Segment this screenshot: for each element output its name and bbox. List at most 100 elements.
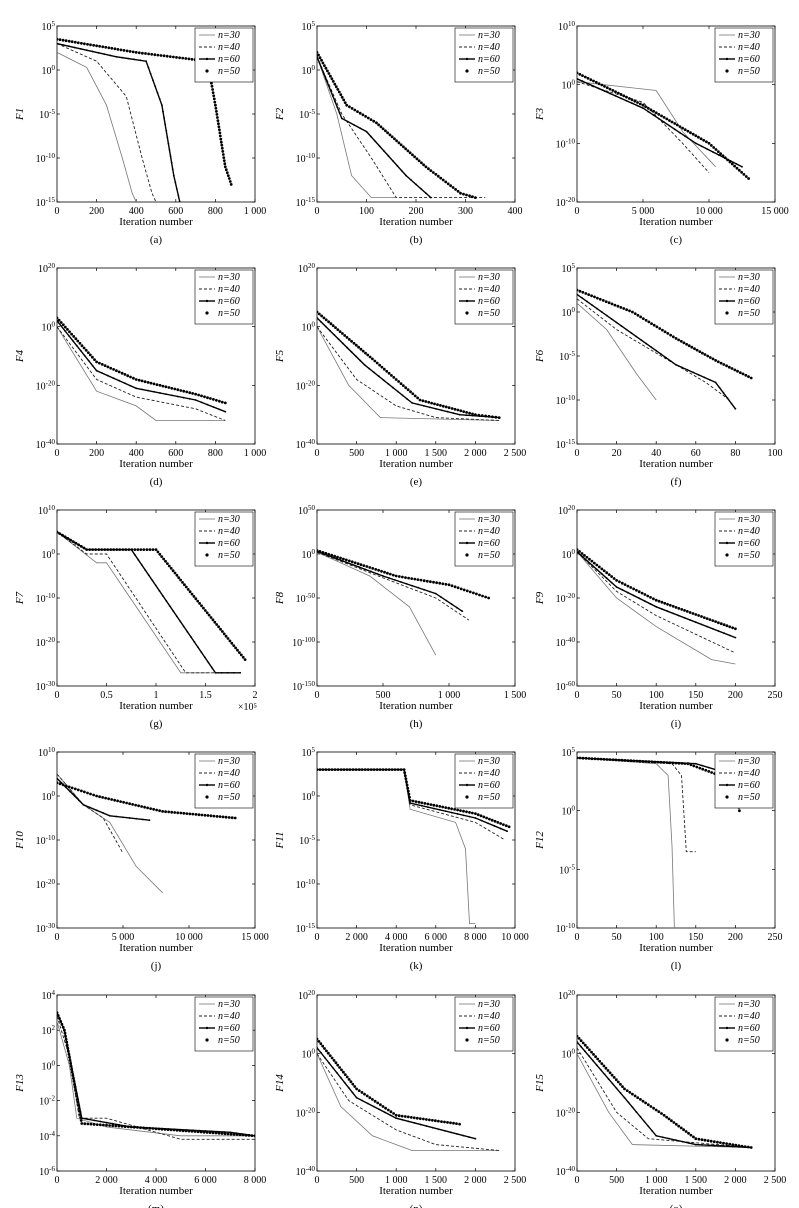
series-marker bbox=[695, 348, 699, 352]
series-marker bbox=[350, 339, 353, 343]
series-marker bbox=[73, 40, 77, 44]
series-marker bbox=[73, 795, 76, 797]
series-marker bbox=[679, 339, 683, 343]
series-marker bbox=[66, 1049, 70, 1053]
series-marker bbox=[404, 777, 408, 781]
series-marker bbox=[619, 306, 623, 309]
series-marker bbox=[369, 118, 373, 121]
x-tick-label: 0 bbox=[315, 690, 320, 701]
series-marker bbox=[410, 179, 412, 181]
series-marker bbox=[168, 605, 171, 607]
series-marker bbox=[352, 563, 354, 566]
series-marker bbox=[58, 1017, 61, 1020]
series-marker bbox=[192, 595, 196, 598]
series-marker bbox=[499, 822, 502, 825]
legend-label: n=60 bbox=[218, 54, 240, 65]
series-marker bbox=[169, 155, 172, 158]
series-marker bbox=[619, 93, 623, 96]
series-line bbox=[317, 317, 500, 419]
series-marker bbox=[219, 140, 223, 144]
series-marker bbox=[728, 634, 731, 637]
series-marker bbox=[614, 90, 617, 94]
series-marker bbox=[89, 1122, 93, 1126]
series-n30 bbox=[577, 551, 736, 665]
series-marker bbox=[215, 398, 218, 402]
series-marker bbox=[374, 568, 378, 571]
series-marker bbox=[723, 156, 727, 160]
x-tick-label: 250 bbox=[768, 690, 783, 701]
series-marker bbox=[585, 555, 589, 559]
series-marker bbox=[57, 1011, 59, 1014]
series-marker bbox=[698, 766, 702, 770]
legend-label: n=60 bbox=[478, 54, 500, 65]
series-marker bbox=[387, 371, 391, 375]
x-tick-label: 80 bbox=[730, 448, 740, 459]
series-marker bbox=[221, 815, 225, 819]
series-marker bbox=[57, 319, 58, 322]
series-marker bbox=[603, 90, 606, 92]
series-marker bbox=[339, 1076, 342, 1079]
series-marker bbox=[203, 609, 207, 612]
series-marker bbox=[598, 1059, 602, 1063]
series-marker bbox=[83, 790, 86, 794]
series-marker bbox=[445, 599, 448, 602]
legend-label: n=50 bbox=[218, 66, 240, 77]
legend-label: n=50 bbox=[478, 66, 500, 77]
series-marker bbox=[590, 757, 594, 761]
series-marker bbox=[725, 1145, 728, 1148]
series-marker bbox=[446, 1121, 449, 1124]
series-marker bbox=[712, 151, 714, 154]
legend-label: n=40 bbox=[738, 1011, 760, 1022]
series-marker bbox=[455, 1122, 458, 1125]
series-marker bbox=[490, 818, 494, 822]
series-marker bbox=[461, 610, 464, 613]
series-marker bbox=[58, 38, 62, 42]
series-marker bbox=[399, 768, 403, 771]
series-marker bbox=[438, 805, 442, 808]
series-marker bbox=[668, 603, 672, 607]
series-marker bbox=[79, 48, 82, 50]
series-marker bbox=[332, 1059, 336, 1062]
series-marker bbox=[424, 400, 428, 403]
series-line bbox=[577, 551, 736, 665]
series-marker bbox=[606, 1069, 610, 1072]
series-marker bbox=[577, 1041, 578, 1043]
series-marker bbox=[663, 121, 665, 124]
x-tick-label: 0 bbox=[575, 932, 580, 943]
series-marker bbox=[378, 363, 381, 367]
series-marker bbox=[714, 148, 718, 151]
series-marker bbox=[371, 357, 374, 361]
legend-box bbox=[714, 753, 774, 809]
series-marker bbox=[146, 381, 150, 384]
series-marker bbox=[581, 555, 583, 558]
series-marker bbox=[485, 816, 488, 820]
series-marker bbox=[215, 623, 219, 626]
series-marker bbox=[214, 103, 217, 107]
series-marker bbox=[595, 1064, 598, 1067]
series-marker bbox=[223, 401, 227, 405]
series-marker bbox=[108, 814, 111, 817]
series-line bbox=[317, 1047, 476, 1140]
series-marker bbox=[733, 368, 737, 372]
series-marker bbox=[657, 1110, 661, 1114]
series-marker bbox=[626, 584, 630, 588]
series-marker bbox=[453, 808, 456, 811]
series-marker bbox=[646, 106, 650, 110]
y-axis-label: F5 bbox=[274, 349, 286, 363]
series-marker bbox=[84, 348, 88, 352]
series-marker bbox=[682, 341, 686, 345]
legend-label: n=60 bbox=[478, 538, 500, 549]
x-tick-label: 50 bbox=[612, 932, 622, 943]
series-marker bbox=[407, 576, 410, 580]
series-marker bbox=[324, 551, 328, 555]
series-marker bbox=[740, 1144, 744, 1148]
series-marker bbox=[147, 574, 150, 577]
series-marker bbox=[404, 386, 408, 390]
chart-panel: 0 50 100 150 200 25010-6010-4010-201001020Ite… bbox=[534, 504, 783, 730]
series-marker bbox=[374, 140, 377, 143]
series-marker bbox=[137, 559, 140, 561]
series-marker bbox=[183, 583, 186, 587]
series-marker bbox=[179, 620, 182, 623]
series-marker bbox=[63, 1028, 66, 1032]
y-tick-label: 10-20 bbox=[36, 878, 56, 891]
